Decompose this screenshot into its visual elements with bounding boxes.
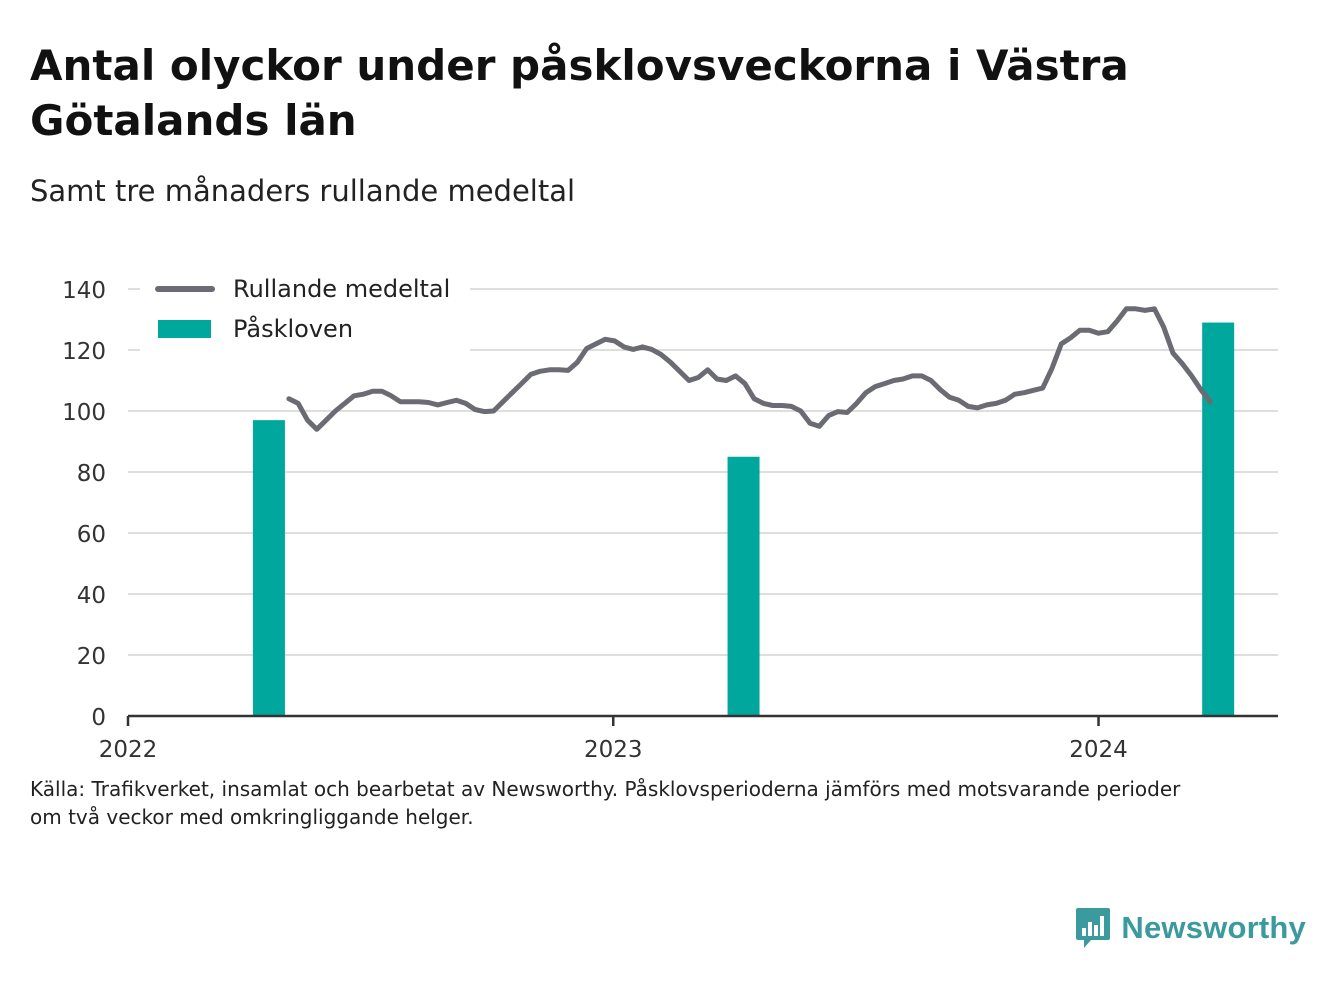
chart: 0 20 40 60 80 100 120 140 2022 2023 2024 Rullande m… (62, 266, 1278, 763)
y-tick-label-20: 20 (77, 644, 106, 670)
y-tick-label-140: 140 (62, 278, 106, 304)
y-tick-label-120: 120 (62, 339, 106, 365)
y-tick-label-100: 100 (62, 400, 106, 426)
chart-title: Antal olyckor under påsklovsveckorna i V… (30, 41, 1129, 145)
legend-label-rolling-average: Rullande medeltal (233, 275, 450, 303)
rolling-average-line (286, 306, 1213, 432)
bar-3 (1202, 322, 1235, 716)
source-note-line-1: Källa: Trafikverket, insamlat och bearbe… (30, 777, 1181, 801)
source-note: Källa: Trafikverket, insamlat och bearbe… (30, 775, 1250, 831)
y-tick-label-80: 80 (77, 461, 106, 487)
newsworthy-logo-icon (1076, 908, 1111, 948)
x-tick-label-2024: 2024 (1069, 737, 1128, 763)
legend-bar-swatch (158, 320, 211, 338)
brand-logo: Newsworthy (1075, 906, 1306, 950)
y-tick-label-60: 60 (77, 522, 106, 548)
bar-1 (252, 420, 285, 716)
y-tick-label-40: 40 (77, 583, 106, 609)
chart-subtitle: Samt tre månaders rullande medeltal (30, 174, 576, 208)
x-tick-label-2023: 2023 (584, 737, 643, 763)
legend-label-easter-break: Påskloven (233, 314, 353, 343)
brand-name: Newsworthy (1121, 910, 1306, 945)
bar-2 (727, 456, 760, 716)
source-note-line-2: om två veckor med omkringliggande helger… (30, 805, 474, 829)
y-tick-label-0: 0 (91, 705, 106, 731)
x-tick-label-2022: 2022 (99, 737, 158, 763)
